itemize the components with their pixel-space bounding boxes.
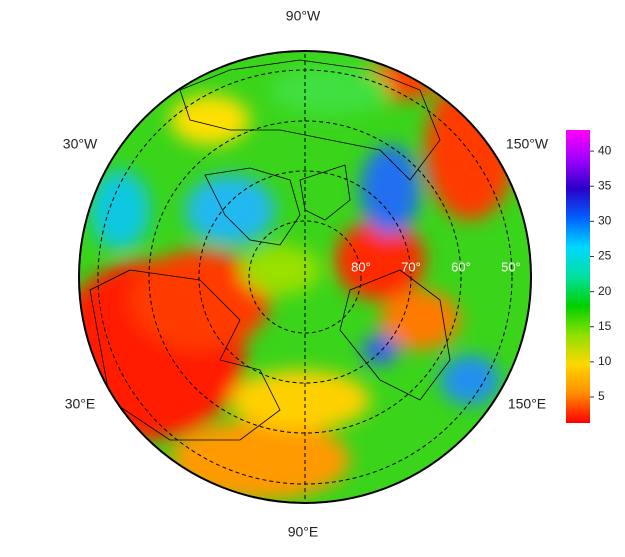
- latitude-label: 70°: [401, 259, 421, 274]
- colorbar-tick-label: 15: [598, 319, 612, 333]
- colorbar-tick-label: 10: [598, 354, 612, 368]
- longitude-label: 90°E: [288, 524, 319, 540]
- longitude-label: 30°W: [63, 136, 98, 152]
- latitude-label: 60°: [451, 259, 471, 274]
- coastlines: [89, 59, 451, 441]
- colorbar: 5 10 15 20 25 30 35 40: [566, 130, 612, 423]
- colorbar-tick-label: 40: [598, 143, 612, 157]
- latitude-label: 50°: [501, 259, 521, 274]
- latitude-labels: 80° 70° 60° 50°: [351, 259, 521, 274]
- map-border: [78, 50, 532, 504]
- colorbar-tick-label: 20: [598, 284, 612, 298]
- longitude-label: 30°E: [65, 396, 96, 412]
- longitude-label: 150°E: [508, 396, 546, 412]
- colorbar-tick-label: 25: [598, 249, 612, 263]
- colorbar-tick-label: 30: [598, 214, 612, 228]
- latitude-label: 80°: [351, 259, 371, 274]
- colorbar-gradient: [566, 130, 590, 423]
- colorbar-tick-label: 5: [598, 389, 605, 403]
- map-field: [79, 51, 531, 503]
- longitude-label: 90°W: [286, 8, 321, 24]
- longitude-labels: 90°W 30°W 150°W 30°E 150°E 90°E: [63, 8, 549, 540]
- graticule: [97, 51, 513, 503]
- colorbar-tick-label: 35: [598, 178, 612, 192]
- longitude-label: 150°W: [506, 136, 549, 152]
